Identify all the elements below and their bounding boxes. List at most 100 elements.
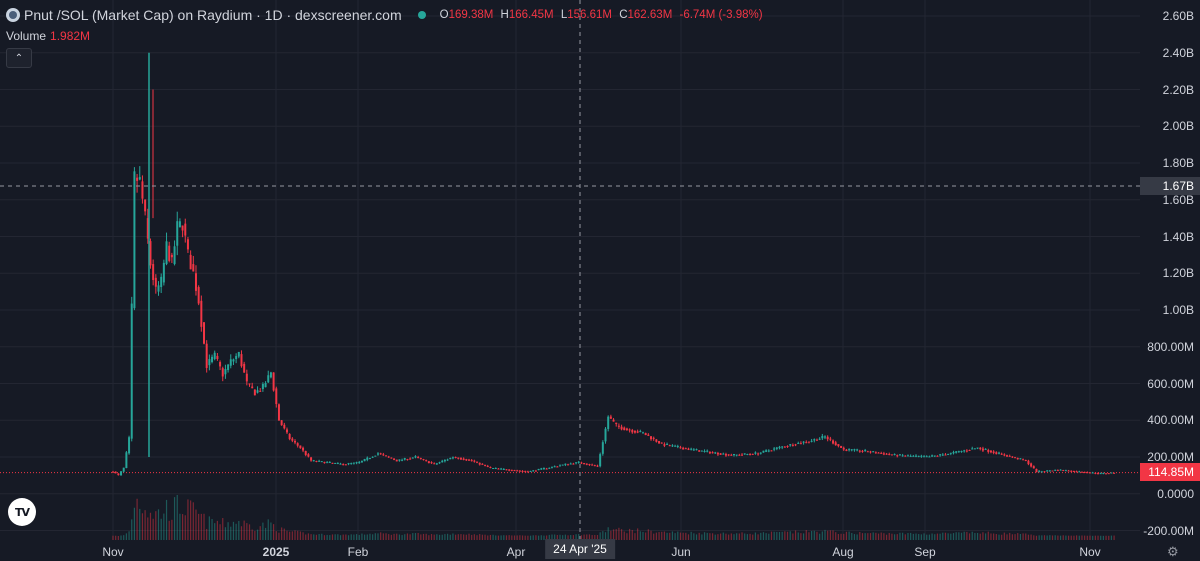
volume-bar bbox=[1038, 535, 1040, 540]
candle-body bbox=[355, 462, 358, 464]
candle-body bbox=[1110, 472, 1113, 474]
symbol-title[interactable]: Pnut /SOL (Market Cap) on Raydium · 1D ·… bbox=[24, 7, 402, 23]
volume-bar bbox=[869, 533, 872, 540]
candle-body bbox=[264, 382, 267, 388]
time-axis[interactable]: Nov 2025 Feb Apr Jun Aug Sep Nov bbox=[0, 540, 1140, 561]
volume-bar bbox=[131, 519, 133, 540]
candle-body bbox=[170, 254, 173, 258]
volume-bar bbox=[198, 513, 200, 540]
volume-bar bbox=[904, 534, 906, 540]
volume-bar bbox=[160, 518, 162, 540]
candle-body bbox=[1048, 470, 1051, 472]
volume-bar bbox=[1014, 534, 1016, 540]
gear-icon[interactable]: ⚙ bbox=[1167, 544, 1179, 559]
candle-body bbox=[786, 445, 789, 447]
candle-body bbox=[312, 460, 315, 462]
candle-body bbox=[647, 434, 650, 436]
candle-body bbox=[767, 450, 770, 452]
price-axis[interactable]: 2.60B 2.40B 2.20B 2.00B 1.80B 1.60B 1.40B 1.20B… bbox=[1140, 0, 1200, 540]
candle-body bbox=[925, 456, 928, 458]
candle-body bbox=[203, 322, 206, 344]
price-tick-label: 400.00M bbox=[1147, 413, 1194, 428]
volume-bar bbox=[1094, 535, 1096, 540]
volume-bar bbox=[270, 522, 272, 540]
volume-bar bbox=[355, 534, 358, 540]
candle-body bbox=[1006, 455, 1009, 457]
open-key: O bbox=[439, 9, 449, 21]
volume-bar bbox=[256, 529, 259, 540]
price-tick-label: 1.80B bbox=[1162, 156, 1194, 170]
candle-body bbox=[663, 444, 666, 446]
candle-body bbox=[334, 462, 337, 464]
price-tick-label: 2.20B bbox=[1162, 82, 1194, 97]
candle-body bbox=[904, 455, 907, 457]
candle-body bbox=[749, 454, 752, 456]
candle-body bbox=[192, 264, 195, 272]
volume-bar bbox=[993, 533, 995, 540]
volume-bar bbox=[1078, 535, 1080, 540]
volume-bar bbox=[1086, 535, 1088, 540]
candle-body bbox=[427, 461, 430, 464]
candle-body bbox=[639, 431, 642, 433]
low-key: L bbox=[560, 9, 568, 21]
volume-bar bbox=[618, 527, 620, 540]
candlestick-chart[interactable] bbox=[0, 0, 1140, 540]
candle-body bbox=[652, 437, 655, 439]
candle-body bbox=[957, 451, 960, 453]
candle-body bbox=[741, 454, 744, 456]
candle-body bbox=[1067, 470, 1070, 472]
candle-body bbox=[120, 471, 123, 476]
volume-bar bbox=[1102, 535, 1104, 540]
volume-bar bbox=[331, 534, 334, 540]
volume-bar bbox=[952, 533, 955, 540]
volume-bar bbox=[543, 535, 545, 540]
volume-bar bbox=[623, 531, 625, 540]
candle-body bbox=[607, 416, 610, 429]
volume-bar bbox=[246, 523, 248, 540]
candle-body bbox=[880, 452, 883, 454]
volume-bar bbox=[958, 532, 960, 540]
volume-bar bbox=[612, 529, 615, 540]
volume-bar bbox=[864, 533, 866, 540]
candle-body bbox=[965, 450, 968, 452]
volume-bar bbox=[388, 534, 390, 540]
chevron-up-icon[interactable]: ⌃ bbox=[6, 48, 32, 68]
volume-bar bbox=[452, 533, 454, 540]
volume-bar bbox=[669, 532, 671, 540]
candle-body bbox=[277, 404, 280, 421]
volume-bar bbox=[856, 534, 858, 540]
volume-bar bbox=[214, 523, 216, 540]
chart-canvas[interactable] bbox=[0, 0, 1140, 540]
candle-body bbox=[138, 177, 141, 180]
volume-bar bbox=[725, 533, 727, 540]
volume-bar bbox=[294, 530, 296, 540]
volume-bar bbox=[556, 534, 558, 540]
volume-bar bbox=[931, 533, 933, 540]
volume-bar bbox=[934, 534, 936, 540]
candle-body bbox=[609, 416, 612, 419]
candle-body bbox=[251, 386, 254, 389]
volume-bar bbox=[305, 534, 307, 540]
candle-body bbox=[173, 246, 176, 265]
volume-bar bbox=[926, 534, 928, 540]
candle-body bbox=[497, 468, 500, 470]
volume-bar bbox=[695, 534, 698, 540]
candle-body bbox=[548, 467, 551, 469]
volume-bar bbox=[393, 533, 395, 540]
tradingview-logo[interactable]: TV bbox=[8, 498, 36, 526]
volume-bar bbox=[441, 534, 443, 540]
volume-bar bbox=[446, 533, 449, 540]
candle-body bbox=[358, 462, 361, 464]
candle-body bbox=[829, 438, 832, 440]
candle-body bbox=[500, 468, 503, 470]
price-tick-label: 1.60B bbox=[1162, 192, 1194, 207]
volume-bar bbox=[1033, 535, 1035, 540]
volume-bar bbox=[366, 534, 368, 540]
volume-bar bbox=[658, 532, 660, 540]
candle-body bbox=[521, 470, 524, 472]
candle-body bbox=[1024, 459, 1027, 461]
volume-bar bbox=[572, 535, 574, 540]
volume-bar bbox=[548, 534, 550, 540]
candle-body bbox=[462, 458, 465, 460]
volume-bar bbox=[1030, 534, 1032, 540]
